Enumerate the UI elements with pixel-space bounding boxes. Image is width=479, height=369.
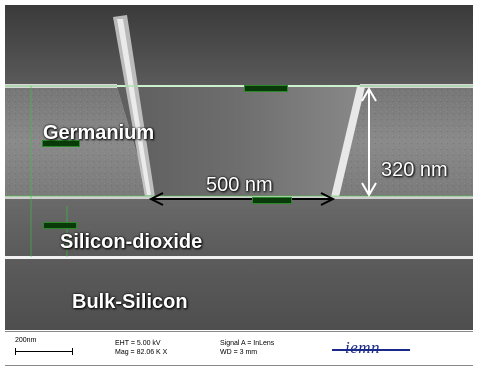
sem-info-bar: 200nm EHT = 5.00 kV Mag = 82.06 K X Sign… [5,331,473,366]
magnification-value: Mag = 82.06 K X [115,349,168,356]
vacuum-background [5,5,473,85]
measure-tag-top [244,85,288,92]
measure-tag-bottom [252,197,292,204]
right-sidewall [331,87,365,197]
measure-tag-oxide [43,222,77,229]
sem-micrograph: Germanium Silicon-dioxide Bulk-Silicon 5… [5,5,473,330]
height-dimension-label: 320 nm [381,159,448,181]
eht-value: EHT = 5.00 kV [115,340,161,347]
signal-value: Signal A = InLens [220,340,275,347]
working-distance-value: WD = 3 mm [220,349,258,356]
oxide-si-interface [5,256,473,259]
silicon-dioxide-label: Silicon-dioxide [60,231,203,253]
iemn-logo: iemn [345,338,381,357]
trench-region [117,87,360,197]
width-dimension-label: 500 nm [206,174,273,196]
bulk-silicon-label: Bulk-Silicon [72,291,188,313]
logo-underline [332,349,410,351]
bulk-silicon-layer [5,257,473,330]
height-arrow [361,87,377,197]
scale-bar-label: 200nm [15,337,37,344]
silicon-dioxide-layer [5,197,473,257]
measure-tag-left [42,140,80,147]
width-arrow [148,192,336,206]
germanium-label: Germanium [43,122,155,144]
scale-bar [15,348,73,355]
